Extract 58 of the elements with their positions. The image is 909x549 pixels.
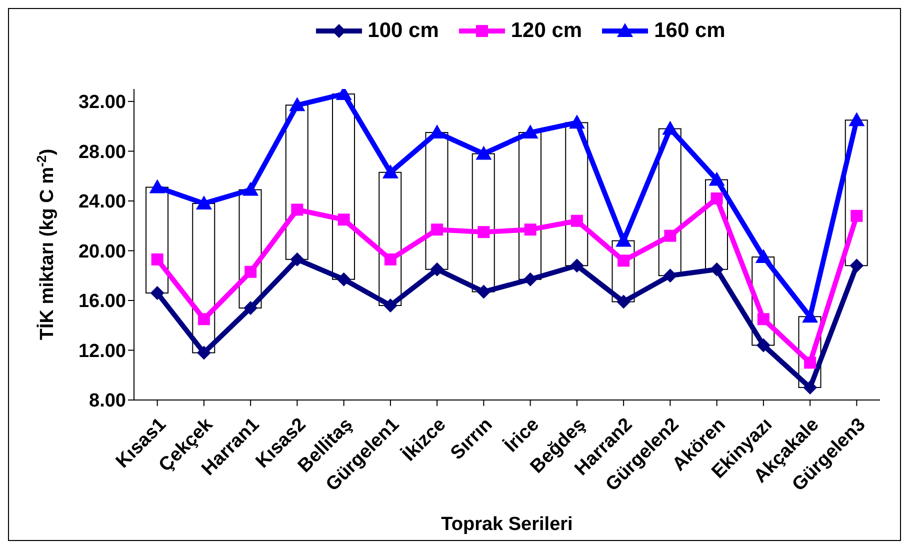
point bbox=[431, 224, 444, 236]
point bbox=[150, 286, 164, 300]
point bbox=[757, 313, 770, 326]
point bbox=[708, 172, 725, 186]
point bbox=[523, 272, 538, 286]
point bbox=[570, 258, 584, 273]
legend-label: 120 cm bbox=[510, 19, 582, 43]
point bbox=[289, 97, 306, 112]
point bbox=[568, 114, 585, 129]
point bbox=[524, 224, 536, 236]
point bbox=[383, 298, 398, 312]
y-tick-label: 28.00 bbox=[78, 142, 126, 163]
legend-label: 160 cm bbox=[653, 19, 726, 43]
point bbox=[662, 120, 678, 135]
point bbox=[616, 232, 632, 247]
x-axis-title: Toprak Serileri bbox=[441, 514, 573, 535]
y-tick-label: 16.00 bbox=[78, 291, 126, 312]
point bbox=[804, 356, 816, 369]
legend-label: 100 cm bbox=[366, 19, 439, 43]
point bbox=[149, 179, 166, 194]
y-tick-label: 24.00 bbox=[78, 192, 126, 213]
point bbox=[803, 380, 818, 395]
point bbox=[848, 112, 865, 126]
point bbox=[338, 214, 350, 226]
point bbox=[478, 226, 490, 238]
point bbox=[570, 214, 583, 227]
point bbox=[336, 272, 351, 286]
point bbox=[850, 210, 863, 222]
point bbox=[429, 124, 446, 139]
y-tick-label: 12.00 bbox=[78, 340, 126, 362]
point bbox=[244, 300, 258, 315]
point bbox=[522, 124, 538, 139]
point bbox=[291, 204, 304, 216]
point bbox=[384, 253, 396, 266]
point bbox=[616, 294, 631, 309]
point bbox=[430, 262, 444, 276]
y-tick-label: 32.00 bbox=[78, 92, 126, 114]
point bbox=[618, 254, 630, 267]
point bbox=[756, 338, 770, 352]
point bbox=[196, 346, 211, 360]
point bbox=[196, 195, 212, 210]
point bbox=[382, 164, 398, 178]
point bbox=[710, 192, 723, 204]
point bbox=[710, 262, 724, 276]
point bbox=[290, 252, 304, 266]
point bbox=[755, 248, 772, 263]
point bbox=[663, 268, 678, 283]
point bbox=[664, 230, 676, 242]
point bbox=[476, 284, 491, 299]
point bbox=[151, 253, 164, 266]
point bbox=[850, 258, 864, 273]
point bbox=[244, 266, 257, 278]
point bbox=[802, 308, 818, 323]
point bbox=[198, 313, 210, 326]
y-tick-label: 20.00 bbox=[78, 241, 126, 262]
point bbox=[242, 182, 259, 196]
point bbox=[476, 146, 492, 160]
y-tick-label: 8.00 bbox=[89, 390, 126, 412]
